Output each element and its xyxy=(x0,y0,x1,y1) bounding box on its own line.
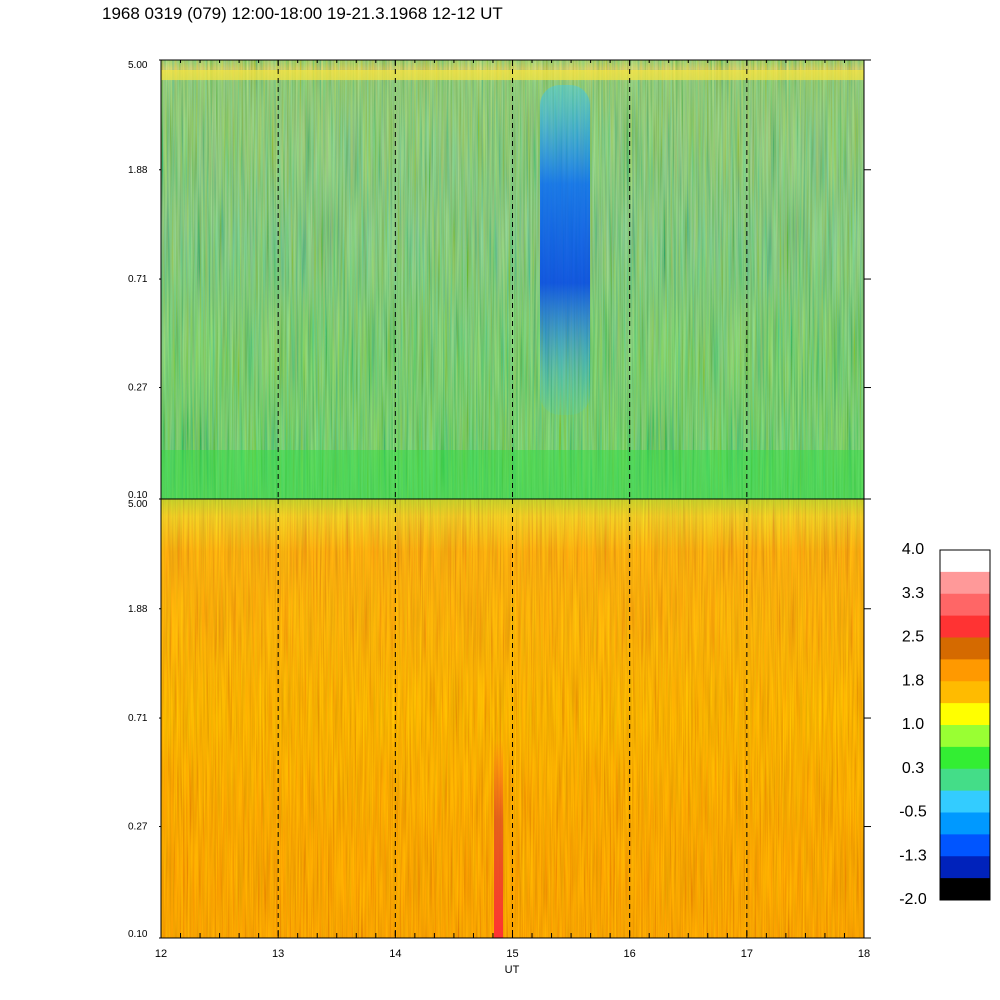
colorbar-swatch xyxy=(940,659,990,682)
colorbar-swatch xyxy=(940,878,990,901)
colorbar-swatch xyxy=(940,615,990,638)
x-axis-label: UT xyxy=(505,964,520,976)
colorbar-label: 0.3 xyxy=(902,760,924,777)
colorbar-label: 1.0 xyxy=(902,716,924,733)
colorbar-swatch xyxy=(940,856,990,879)
lower-y-tick-label: 5.00 xyxy=(128,499,148,510)
upper-low-value-region xyxy=(540,85,590,415)
colorbar-frame xyxy=(939,549,991,901)
colorbar-swatch xyxy=(940,790,990,813)
colorbar-swatch xyxy=(940,703,990,726)
colorbar-swatch xyxy=(940,746,990,770)
colorbar: 4.0 3.3 2.5 1.8 1.0 0.3 -0.5 -1.3 -2.0 xyxy=(899,541,991,908)
lower-y-tick-label: 0.10 xyxy=(128,929,148,940)
colorbar-swatch xyxy=(940,681,990,704)
lower-y-tick-label: 0.27 xyxy=(128,822,148,833)
colorbar-label: -2.0 xyxy=(899,891,927,908)
axes: 5.001.880.710.270.105.001.880.710.270.10… xyxy=(128,59,871,976)
chart-title: 1968 0319 (079) 12:00-18:00 19-21.3.1968… xyxy=(102,4,503,23)
x-tick-label: 14 xyxy=(389,948,401,960)
x-tick-label: 15 xyxy=(506,948,518,960)
colorbar-swatch xyxy=(940,550,990,573)
upper-y-tick-label: 5.00 xyxy=(128,60,148,71)
colorbar-swatch xyxy=(940,812,990,835)
x-tick-label: 12 xyxy=(155,948,167,960)
lower-y-tick-label: 1.88 xyxy=(128,604,148,615)
upper-y-tick-label: 0.71 xyxy=(128,274,148,285)
colorbar-label: -0.5 xyxy=(899,804,927,821)
x-tick-label: 16 xyxy=(624,948,636,960)
upper-y-tick-label: 1.88 xyxy=(128,165,148,176)
upper-y-tick-label: 0.27 xyxy=(128,383,148,394)
colorbar-swatch xyxy=(940,637,990,660)
lower-high-value-streak xyxy=(494,740,503,938)
colorbar-label: -1.3 xyxy=(899,847,927,864)
x-tick-label: 18 xyxy=(858,948,870,960)
colorbar-label: 3.3 xyxy=(902,585,924,602)
colorbar-label: 2.5 xyxy=(902,629,924,646)
colorbar-swatch xyxy=(940,768,990,792)
colorbar-swatch xyxy=(940,593,990,617)
lower-y-tick-label: 0.71 xyxy=(128,713,148,724)
colorbar-swatch xyxy=(940,571,990,595)
upper-y-tick-label: 0.10 xyxy=(128,490,148,501)
x-tick-label: 13 xyxy=(272,948,284,960)
colorbar-swatch xyxy=(940,834,990,857)
colorbar-label: 4.0 xyxy=(902,541,924,558)
colorbar-swatch xyxy=(940,725,990,748)
x-tick-label: 17 xyxy=(741,948,753,960)
colorbar-label: 1.8 xyxy=(902,672,924,689)
upper-top-band xyxy=(161,70,864,80)
